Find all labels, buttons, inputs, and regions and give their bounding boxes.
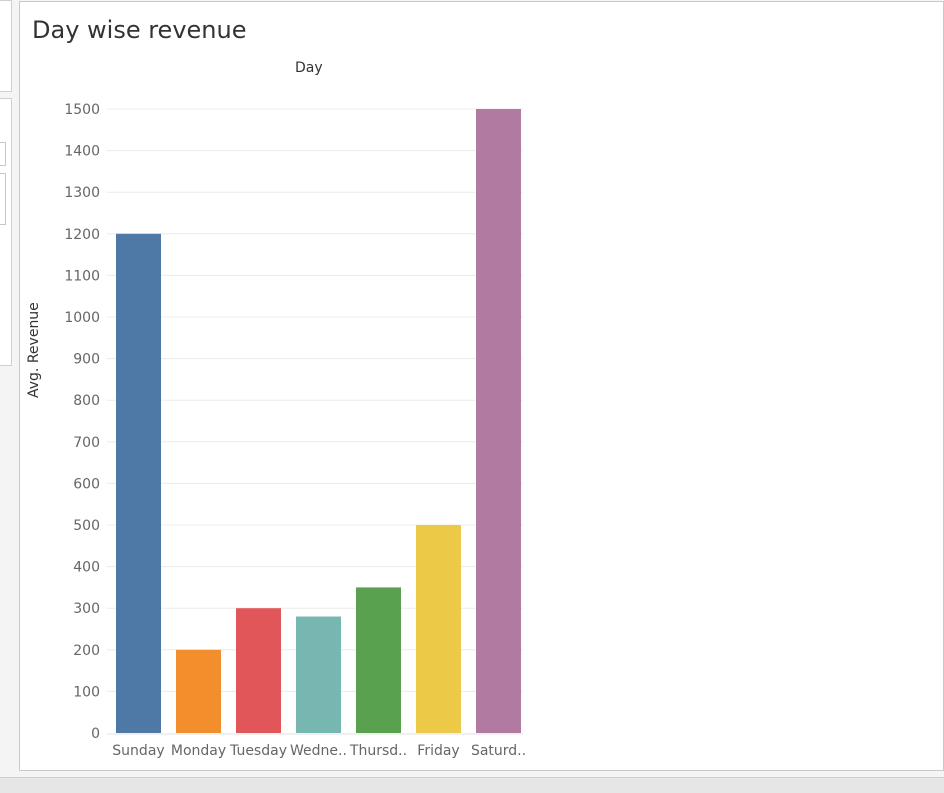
bars [116, 109, 521, 734]
y-tick-label: 100 [73, 684, 100, 700]
bar-friday [416, 525, 461, 733]
y-tick-label: 700 [73, 435, 100, 451]
bar-thursd [356, 587, 401, 733]
y-tick-label: 1300 [64, 185, 100, 201]
sidebar-panel-filters [0, 98, 12, 366]
y-tick-label: 800 [73, 393, 100, 409]
x-tick-label: Friday [417, 743, 459, 759]
y-tick-label: 1200 [64, 227, 100, 243]
column-header-day: Day [295, 60, 323, 76]
bar-sunday [116, 233, 161, 734]
x-tick-label: Sunday [112, 743, 164, 759]
y-tick-label: 1000 [64, 310, 100, 326]
x-tick-label: Tuesday [229, 743, 287, 759]
sidebar-control[interactable] [0, 142, 6, 166]
y-tick-label: 400 [73, 560, 100, 576]
page-title: Day wise revenue [32, 16, 247, 44]
y-tick-label: 300 [73, 601, 100, 617]
y-tick-label: 500 [73, 518, 100, 534]
y-tick-label: 1400 [64, 144, 100, 160]
x-tick-label: Wedne.. [290, 743, 347, 759]
x-axis-ticks: Sunday Monday Tuesday Wedne.. Thursd.. Friday… [112, 743, 526, 759]
sidebar-control-list[interactable] [0, 173, 6, 225]
sidebar-panel-top [0, 0, 12, 92]
x-tick-label: Saturd.. [471, 743, 526, 759]
y-tick-label: 1500 [64, 102, 100, 118]
bar-saturd [476, 109, 521, 733]
y-axis-ticks: 0 100 200 300 400 500 600 700 800 900 1000 1100 1200… [64, 102, 100, 742]
worksheet-panel: Day wise revenue Day Avg. Revenue 0 100 20… [19, 1, 944, 771]
y-tick-label: 200 [73, 643, 100, 659]
bar-chart: 0 100 200 300 400 500 600 700 800 900 1000 1100 1200… [64, 102, 526, 759]
bottom-status-bar [0, 777, 944, 793]
y-tick-label: 0 [91, 726, 100, 742]
bar-monday [176, 649, 221, 733]
x-tick-label: Monday [171, 743, 226, 759]
y-tick-label: 600 [73, 476, 100, 492]
y-tick-label: 1100 [64, 268, 100, 284]
x-tick-label: Thursd.. [349, 743, 407, 759]
bar-wedne [296, 616, 341, 733]
bar-tuesday [236, 608, 281, 733]
y-tick-label: 900 [73, 352, 100, 368]
